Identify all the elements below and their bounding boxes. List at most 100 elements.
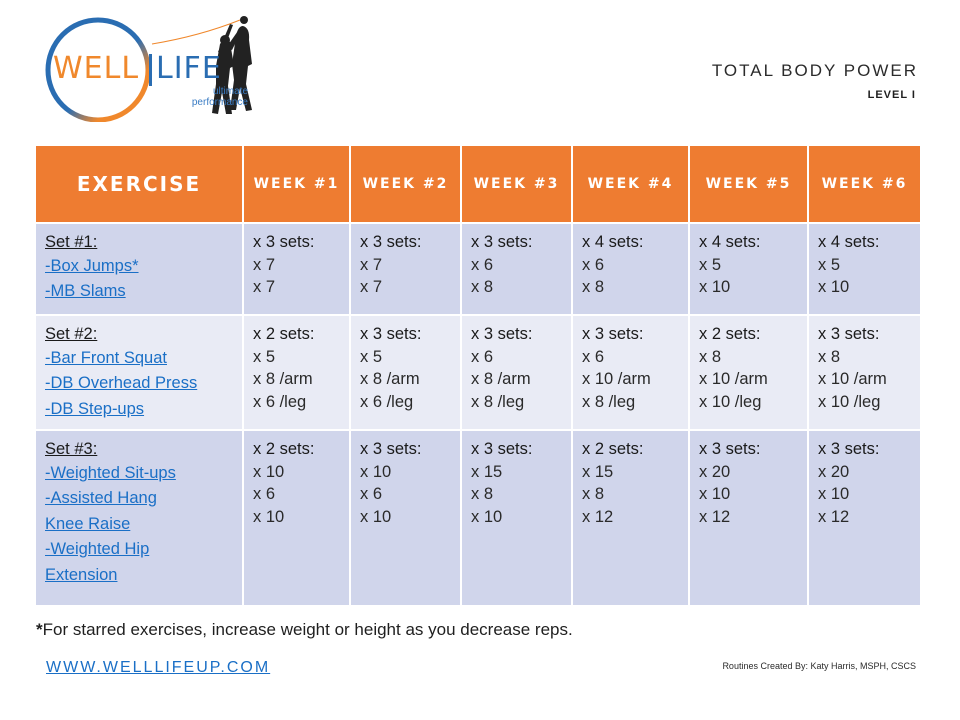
rep-count: x 8	[582, 485, 605, 503]
week-1-cell: x 2 sets: x 10 x 6 x 10	[242, 429, 351, 607]
footnote: *For starred exercises, increase weight …	[36, 620, 573, 640]
table-row: Set #1: -Box Jumps* -MB Slams x 3 sets: x 7 x…	[34, 222, 922, 316]
rep-count: x 10	[253, 507, 285, 526]
sets-count: x 2 sets:	[699, 325, 761, 343]
rep-count: x 8 /leg	[582, 392, 636, 411]
week-2-cell: x 3 sets: x 10 x 6 x 10	[349, 429, 462, 607]
sets-count: x 3 sets:	[699, 440, 761, 458]
sets-count: x 3 sets:	[360, 325, 422, 343]
sets-count: x 4 sets:	[818, 233, 880, 251]
exercise-link[interactable]: -Bar Front Squat	[45, 348, 167, 367]
sets-count: x 2 sets:	[253, 440, 315, 458]
logo-graphic	[45, 16, 252, 122]
rep-count: x 8	[699, 347, 722, 366]
exercise-cell: Set #3: -Weighted Sit-ups -Assisted Hang Kn…	[34, 429, 244, 607]
sets-count: x 2 sets:	[582, 440, 644, 458]
logo-word-well: WELL	[53, 51, 140, 86]
rep-count: x 12	[818, 507, 850, 526]
rep-count: x 5	[818, 255, 841, 274]
rep-count: x 8 /leg	[471, 392, 525, 411]
exercise-link[interactable]: Extension	[45, 565, 118, 584]
exercise-link[interactable]: -Box Jumps*	[45, 256, 139, 275]
rep-count: x 10	[818, 485, 850, 503]
rep-count: x 6	[582, 347, 605, 366]
rep-count: x 5	[360, 347, 383, 366]
column-header-week-3: WEEK #3	[460, 144, 573, 224]
rep-count: x 8 /arm	[253, 370, 313, 388]
column-header-week-2: WEEK #2	[349, 144, 462, 224]
rep-count: x 12	[582, 507, 614, 526]
rep-count: x 12	[699, 507, 731, 526]
week-3-cell: x 3 sets: x 15 x 8 x 10	[460, 429, 573, 607]
rep-count: x 8	[582, 278, 605, 296]
week-4-cell: x 2 sets: x 15 x 8 x 12	[571, 429, 690, 607]
rep-count: x 10 /leg	[699, 392, 762, 411]
sets-count: x 3 sets:	[360, 233, 422, 251]
week-1-cell: x 3 sets: x 7 x 7	[242, 222, 351, 316]
logo-word-life: LIFE	[156, 51, 222, 86]
rep-count: x 6	[582, 255, 605, 274]
rep-count: x 10	[699, 278, 731, 296]
sets-count: x 3 sets:	[253, 233, 315, 251]
rep-count: x 6 /leg	[360, 392, 414, 411]
exercise-cell: Set #2: -Bar Front Squat -DB Overhead Pres…	[34, 314, 244, 431]
rep-count: x 15	[471, 462, 503, 481]
footnote-star: *	[36, 620, 43, 639]
rep-count: x 10	[360, 507, 392, 526]
table-row: Set #2: -Bar Front Squat -DB Overhead Pres…	[34, 314, 922, 431]
sets-count: x 3 sets:	[471, 325, 533, 343]
rep-count: x 10	[360, 462, 392, 481]
rep-count: x 6	[471, 347, 494, 366]
rep-count: x 20	[699, 462, 731, 481]
sets-count: x 4 sets:	[582, 233, 644, 251]
rep-count: x 10	[818, 278, 850, 296]
logo-divider	[149, 54, 152, 86]
welllife-logo: WELL LIFE ultimate performance	[40, 14, 270, 122]
rep-count: x 10 /arm	[582, 370, 651, 388]
week-4-cell: x 3 sets: x 6 x 10 /arm x 8 /leg	[571, 314, 690, 431]
table-row: Set #3: -Weighted Sit-ups -Assisted Hang Kn…	[34, 429, 922, 607]
exercise-link[interactable]: -DB Overhead Press	[45, 374, 198, 392]
week-3-cell: x 3 sets: x 6 x 8	[460, 222, 573, 316]
routine-table: EXERCISE WEEK #1 WEEK #2 WEEK #3 WEEK #4…	[34, 144, 922, 607]
rep-count: x 10	[471, 507, 503, 526]
rep-count: x 8	[818, 347, 841, 366]
column-header-exercise: EXERCISE	[34, 144, 244, 224]
rep-count: x 7	[360, 278, 383, 296]
week-2-cell: x 3 sets: x 7 x 7	[349, 222, 462, 316]
website-link[interactable]: WWW.WELLLIFEUP.COM	[46, 659, 271, 676]
week-3-cell: x 3 sets: x 6 x 8 /arm x 8 /leg	[460, 314, 573, 431]
rep-count: x 8 /arm	[471, 370, 531, 388]
week-6-cell: x 3 sets: x 8 x 10 /arm x 10 /leg	[807, 314, 922, 431]
rep-count: x 7	[253, 255, 276, 274]
week-1-cell: x 2 sets: x 5 x 8 /arm x 6 /leg	[242, 314, 351, 431]
exercise-link[interactable]: -Assisted Hang	[45, 489, 157, 507]
exercise-link[interactable]: -MB Slams	[45, 282, 126, 300]
exercise-cell: Set #1: -Box Jumps* -MB Slams	[34, 222, 244, 316]
rep-count: x 6	[360, 485, 383, 503]
week-5-cell: x 3 sets: x 20 x 10 x 12	[688, 429, 809, 607]
exercise-link[interactable]: -Weighted Hip	[45, 540, 150, 558]
set-title: Set #3:	[45, 440, 98, 458]
week-6-cell: x 4 sets: x 5 x 10	[807, 222, 922, 316]
exercise-link[interactable]: Knee Raise	[45, 514, 131, 533]
document-level: LEVEL I	[867, 89, 916, 101]
week-6-cell: x 3 sets: x 20 x 10 x 12	[807, 429, 922, 607]
set-title: Set #1:	[45, 233, 98, 251]
logo-tagline: ultimate performance	[168, 86, 248, 108]
rep-count: x 6	[253, 485, 276, 503]
rep-count: x 10 /arm	[818, 370, 887, 388]
exercise-link[interactable]: -DB Step-ups	[45, 399, 145, 418]
week-5-cell: x 2 sets: x 8 x 10 /arm x 10 /leg	[688, 314, 809, 431]
sets-count: x 3 sets:	[471, 440, 533, 458]
logo-tagline-1: ultimate	[212, 86, 248, 97]
column-header-week-1: WEEK #1	[242, 144, 351, 224]
column-header-week-5: WEEK #5	[688, 144, 809, 224]
sets-count: x 2 sets:	[253, 325, 315, 343]
table-header-row: EXERCISE WEEK #1 WEEK #2 WEEK #3 WEEK #4…	[34, 144, 922, 224]
column-header-week-6: WEEK #6	[807, 144, 922, 224]
exercise-link[interactable]: -Weighted Sit-ups	[45, 463, 176, 482]
rep-count: x 10	[253, 462, 285, 481]
logo-tagline-2: performance	[191, 97, 248, 108]
routine-table-body: Set #1: -Box Jumps* -MB Slams x 3 sets: x 7 x…	[34, 222, 922, 607]
